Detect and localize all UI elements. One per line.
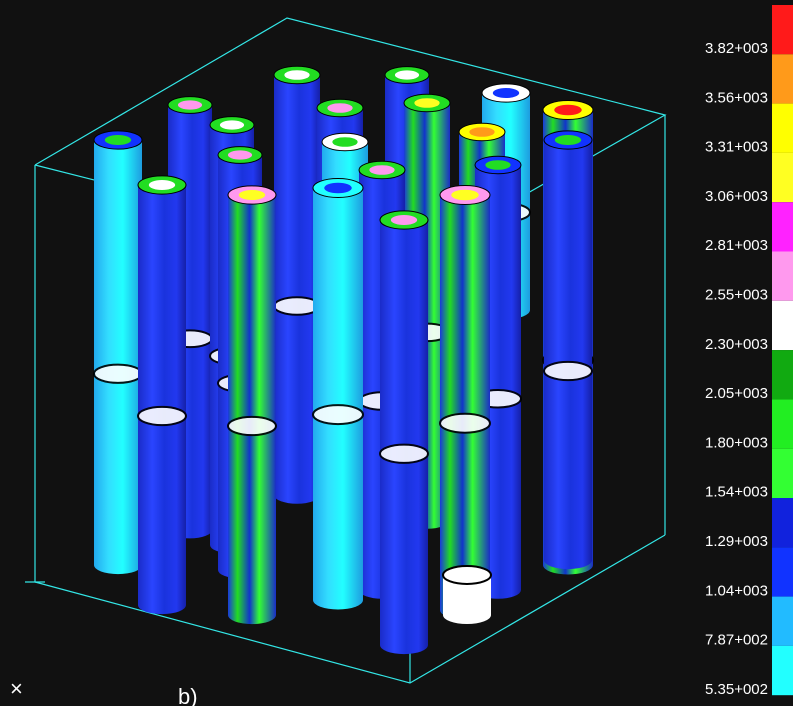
cylinder-core [369, 165, 395, 175]
cylinder-body [440, 195, 490, 620]
cylinder-body [313, 188, 363, 610]
legend-swatch [772, 596, 793, 646]
section-cut [137, 405, 187, 427]
legend-label: 2.55+003 [705, 286, 768, 303]
cylinder-core [104, 134, 132, 146]
legend-swatch [772, 5, 793, 55]
section-cut [543, 360, 593, 382]
cylinder-core [554, 134, 582, 146]
cylinder-core [324, 182, 352, 194]
legend-label: 2.30+003 [705, 336, 768, 353]
section-cut [312, 404, 364, 426]
legend-label: 1.29+003 [705, 533, 768, 550]
legend-swatch [772, 399, 793, 449]
legend-swatch [772, 202, 793, 252]
section-cut [439, 412, 491, 434]
cylinder-core [219, 120, 245, 130]
section-cut [93, 363, 143, 384]
legend-label: 1.54+003 [705, 484, 768, 501]
cylinder-core [284, 70, 310, 80]
legend-label: 5.35+002 [705, 681, 768, 698]
cylinder-body [544, 140, 592, 570]
legend-label: 2.05+003 [705, 385, 768, 402]
cylinder-body [138, 185, 186, 615]
legend-swatch [772, 103, 793, 153]
cylinder-core [414, 98, 440, 108]
legend: 3.82+003 3.56+003 3.31+003 3.06+003 2.81+003… [705, 5, 793, 698]
legend-swatch [772, 300, 793, 351]
cylinder-core [394, 70, 420, 80]
cylinder-core [485, 160, 511, 170]
legend-swatch [772, 350, 793, 400]
cylinder-body [380, 220, 428, 655]
legend-swatch [772, 498, 793, 548]
cylinder-core [238, 189, 266, 201]
cylinder-core [332, 137, 358, 147]
cylinder-body [443, 575, 491, 624]
cylinder-core [451, 189, 479, 201]
legend-swatch [772, 251, 793, 301]
legend-label: 3.31+003 [705, 139, 768, 156]
close-mark: × [10, 676, 23, 701]
cylinder-core [390, 214, 418, 226]
legend-swatch [772, 448, 793, 498]
cylinder-cap [442, 565, 492, 585]
cylinder-core [492, 87, 520, 99]
legend-label: 7.87+002 [705, 632, 768, 649]
legend-label: 3.82+003 [705, 40, 768, 57]
section-cut [379, 443, 429, 464]
cylinder-core [554, 104, 582, 116]
legend-swatch [772, 645, 793, 696]
cylinder-core [327, 103, 353, 113]
cylinder-body [94, 140, 142, 575]
cylinder-core [227, 150, 253, 160]
legend-swatch [772, 54, 793, 104]
cylinder-core [469, 127, 495, 137]
cylinder-core [177, 100, 203, 110]
legend-swatch [772, 547, 793, 597]
legend-label: 1.80+003 [705, 434, 768, 451]
legend-swatch [772, 152, 793, 203]
section-cut [227, 415, 277, 437]
caption: b) [178, 684, 198, 706]
cylinders [93, 65, 594, 655]
cylinder-core [148, 179, 176, 191]
cylinder-body [274, 75, 320, 504]
legend-label: 3.06+003 [705, 188, 768, 205]
legend-label: 3.56+003 [705, 89, 768, 106]
cylinder-body [228, 195, 276, 625]
legend-label: 2.81+003 [705, 237, 768, 254]
legend-label: 1.04+003 [705, 582, 768, 599]
